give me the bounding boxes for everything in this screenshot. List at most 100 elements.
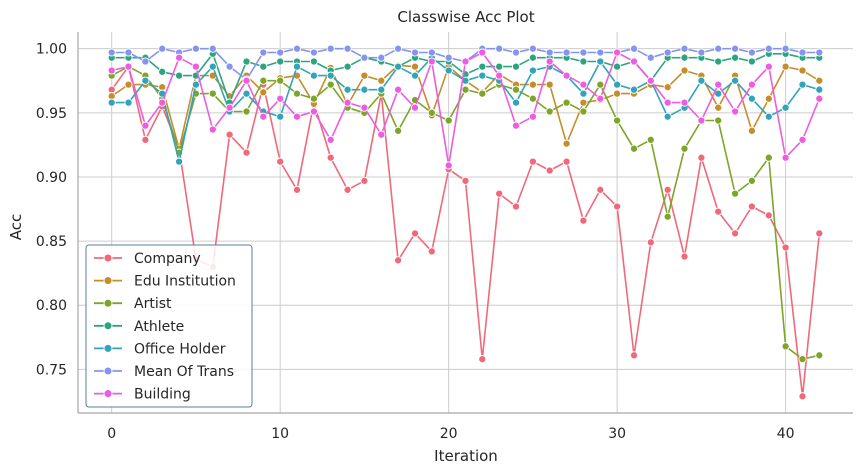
data-point-building <box>647 77 654 84</box>
data-point-building <box>681 99 688 106</box>
data-point-athlete <box>260 63 267 70</box>
data-point-edu-institution <box>816 77 823 84</box>
data-point-company <box>277 158 284 165</box>
legend-swatch-marker <box>104 254 112 262</box>
data-point-mean-of-trans <box>344 45 351 52</box>
data-point-artist <box>765 154 772 161</box>
data-point-company <box>563 158 570 165</box>
data-point-mean-of-trans <box>765 45 772 52</box>
legend-swatch-marker <box>104 367 112 375</box>
data-point-company <box>142 136 149 143</box>
data-point-athlete <box>496 63 503 70</box>
data-point-edu-institution <box>125 81 132 88</box>
data-point-building <box>310 108 317 115</box>
data-point-mean-of-trans <box>563 49 570 56</box>
data-point-company <box>647 239 654 246</box>
data-point-office-holder <box>580 90 587 97</box>
data-point-company <box>361 177 368 184</box>
data-point-edu-institution <box>799 67 806 74</box>
data-point-edu-institution <box>782 63 789 70</box>
legend-label: Athlete <box>134 319 184 335</box>
data-point-mean-of-trans <box>293 45 300 52</box>
data-point-office-holder <box>310 72 317 79</box>
data-point-building <box>614 49 621 56</box>
data-point-office-holder <box>192 81 199 88</box>
legend-swatch-marker <box>104 390 112 398</box>
data-point-edu-institution <box>378 77 385 84</box>
data-point-artist <box>614 117 621 124</box>
data-point-athlete <box>176 72 183 79</box>
data-point-office-holder <box>277 113 284 120</box>
data-point-mean-of-trans <box>428 49 435 56</box>
data-point-building <box>209 126 216 133</box>
data-point-office-holder <box>597 58 604 65</box>
data-point-edu-institution <box>580 99 587 106</box>
data-point-company <box>664 186 671 193</box>
data-point-mean-of-trans <box>647 54 654 61</box>
data-point-mean-of-trans <box>209 45 216 52</box>
data-point-edu-institution <box>664 84 671 91</box>
x-tick-label: 20 <box>440 426 458 442</box>
data-point-building <box>327 136 334 143</box>
data-point-company <box>816 230 823 237</box>
chart-title: Classwise Acc Plot <box>397 8 534 26</box>
data-point-building <box>378 131 385 138</box>
data-point-company <box>428 248 435 255</box>
data-point-company <box>614 203 621 210</box>
legend: CompanyEdu InstitutionArtistAthleteOffic… <box>86 245 252 407</box>
data-point-artist <box>732 190 739 197</box>
data-point-building <box>630 58 637 65</box>
data-point-mean-of-trans <box>159 45 166 52</box>
data-point-company <box>630 352 637 359</box>
data-point-mean-of-trans <box>630 45 637 52</box>
data-point-artist <box>462 86 469 93</box>
data-point-artist <box>209 90 216 97</box>
data-point-company <box>597 186 604 193</box>
data-point-mean-of-trans <box>512 49 519 56</box>
data-point-building <box>411 104 418 111</box>
legend-label: Artist <box>134 296 172 312</box>
data-point-company <box>411 230 418 237</box>
data-point-mean-of-trans <box>816 49 823 56</box>
data-point-office-holder <box>698 77 705 84</box>
data-point-company <box>395 257 402 264</box>
data-point-mean-of-trans <box>310 49 317 56</box>
data-point-company <box>243 149 250 156</box>
data-point-office-holder <box>243 90 250 97</box>
data-point-edu-institution <box>748 127 755 134</box>
data-point-mean-of-trans <box>546 49 553 56</box>
data-point-office-holder <box>529 67 536 74</box>
data-point-athlete <box>310 58 317 65</box>
x-tick-label: 40 <box>777 426 795 442</box>
data-point-office-holder <box>816 86 823 93</box>
data-point-mean-of-trans <box>226 63 233 70</box>
y-tick-label: 0.95 <box>36 106 67 122</box>
data-point-edu-institution <box>765 95 772 102</box>
data-point-artist <box>647 136 654 143</box>
data-point-company <box>782 244 789 251</box>
data-point-building <box>192 63 199 70</box>
data-point-athlete <box>580 58 587 65</box>
data-point-mean-of-trans <box>395 45 402 52</box>
data-point-athlete <box>715 58 722 65</box>
data-point-mean-of-trans <box>108 49 115 56</box>
data-point-mean-of-trans <box>411 49 418 56</box>
data-point-artist <box>630 145 637 152</box>
data-point-mean-of-trans <box>732 45 739 52</box>
data-point-building <box>698 117 705 124</box>
data-point-artist <box>546 108 553 115</box>
data-point-athlete <box>243 58 250 65</box>
data-point-building <box>395 86 402 93</box>
y-tick-label: 0.90 <box>36 170 67 186</box>
data-point-building <box>277 95 284 102</box>
data-point-company <box>462 177 469 184</box>
data-point-athlete <box>512 63 519 70</box>
x-axis-label: Iteration <box>434 447 498 465</box>
data-point-office-holder <box>664 113 671 120</box>
data-point-mean-of-trans <box>748 49 755 56</box>
data-point-building <box>563 72 570 79</box>
data-point-building <box>597 95 604 102</box>
data-point-artist <box>277 77 284 84</box>
data-point-office-holder <box>395 63 402 70</box>
data-point-mean-of-trans <box>327 45 334 52</box>
